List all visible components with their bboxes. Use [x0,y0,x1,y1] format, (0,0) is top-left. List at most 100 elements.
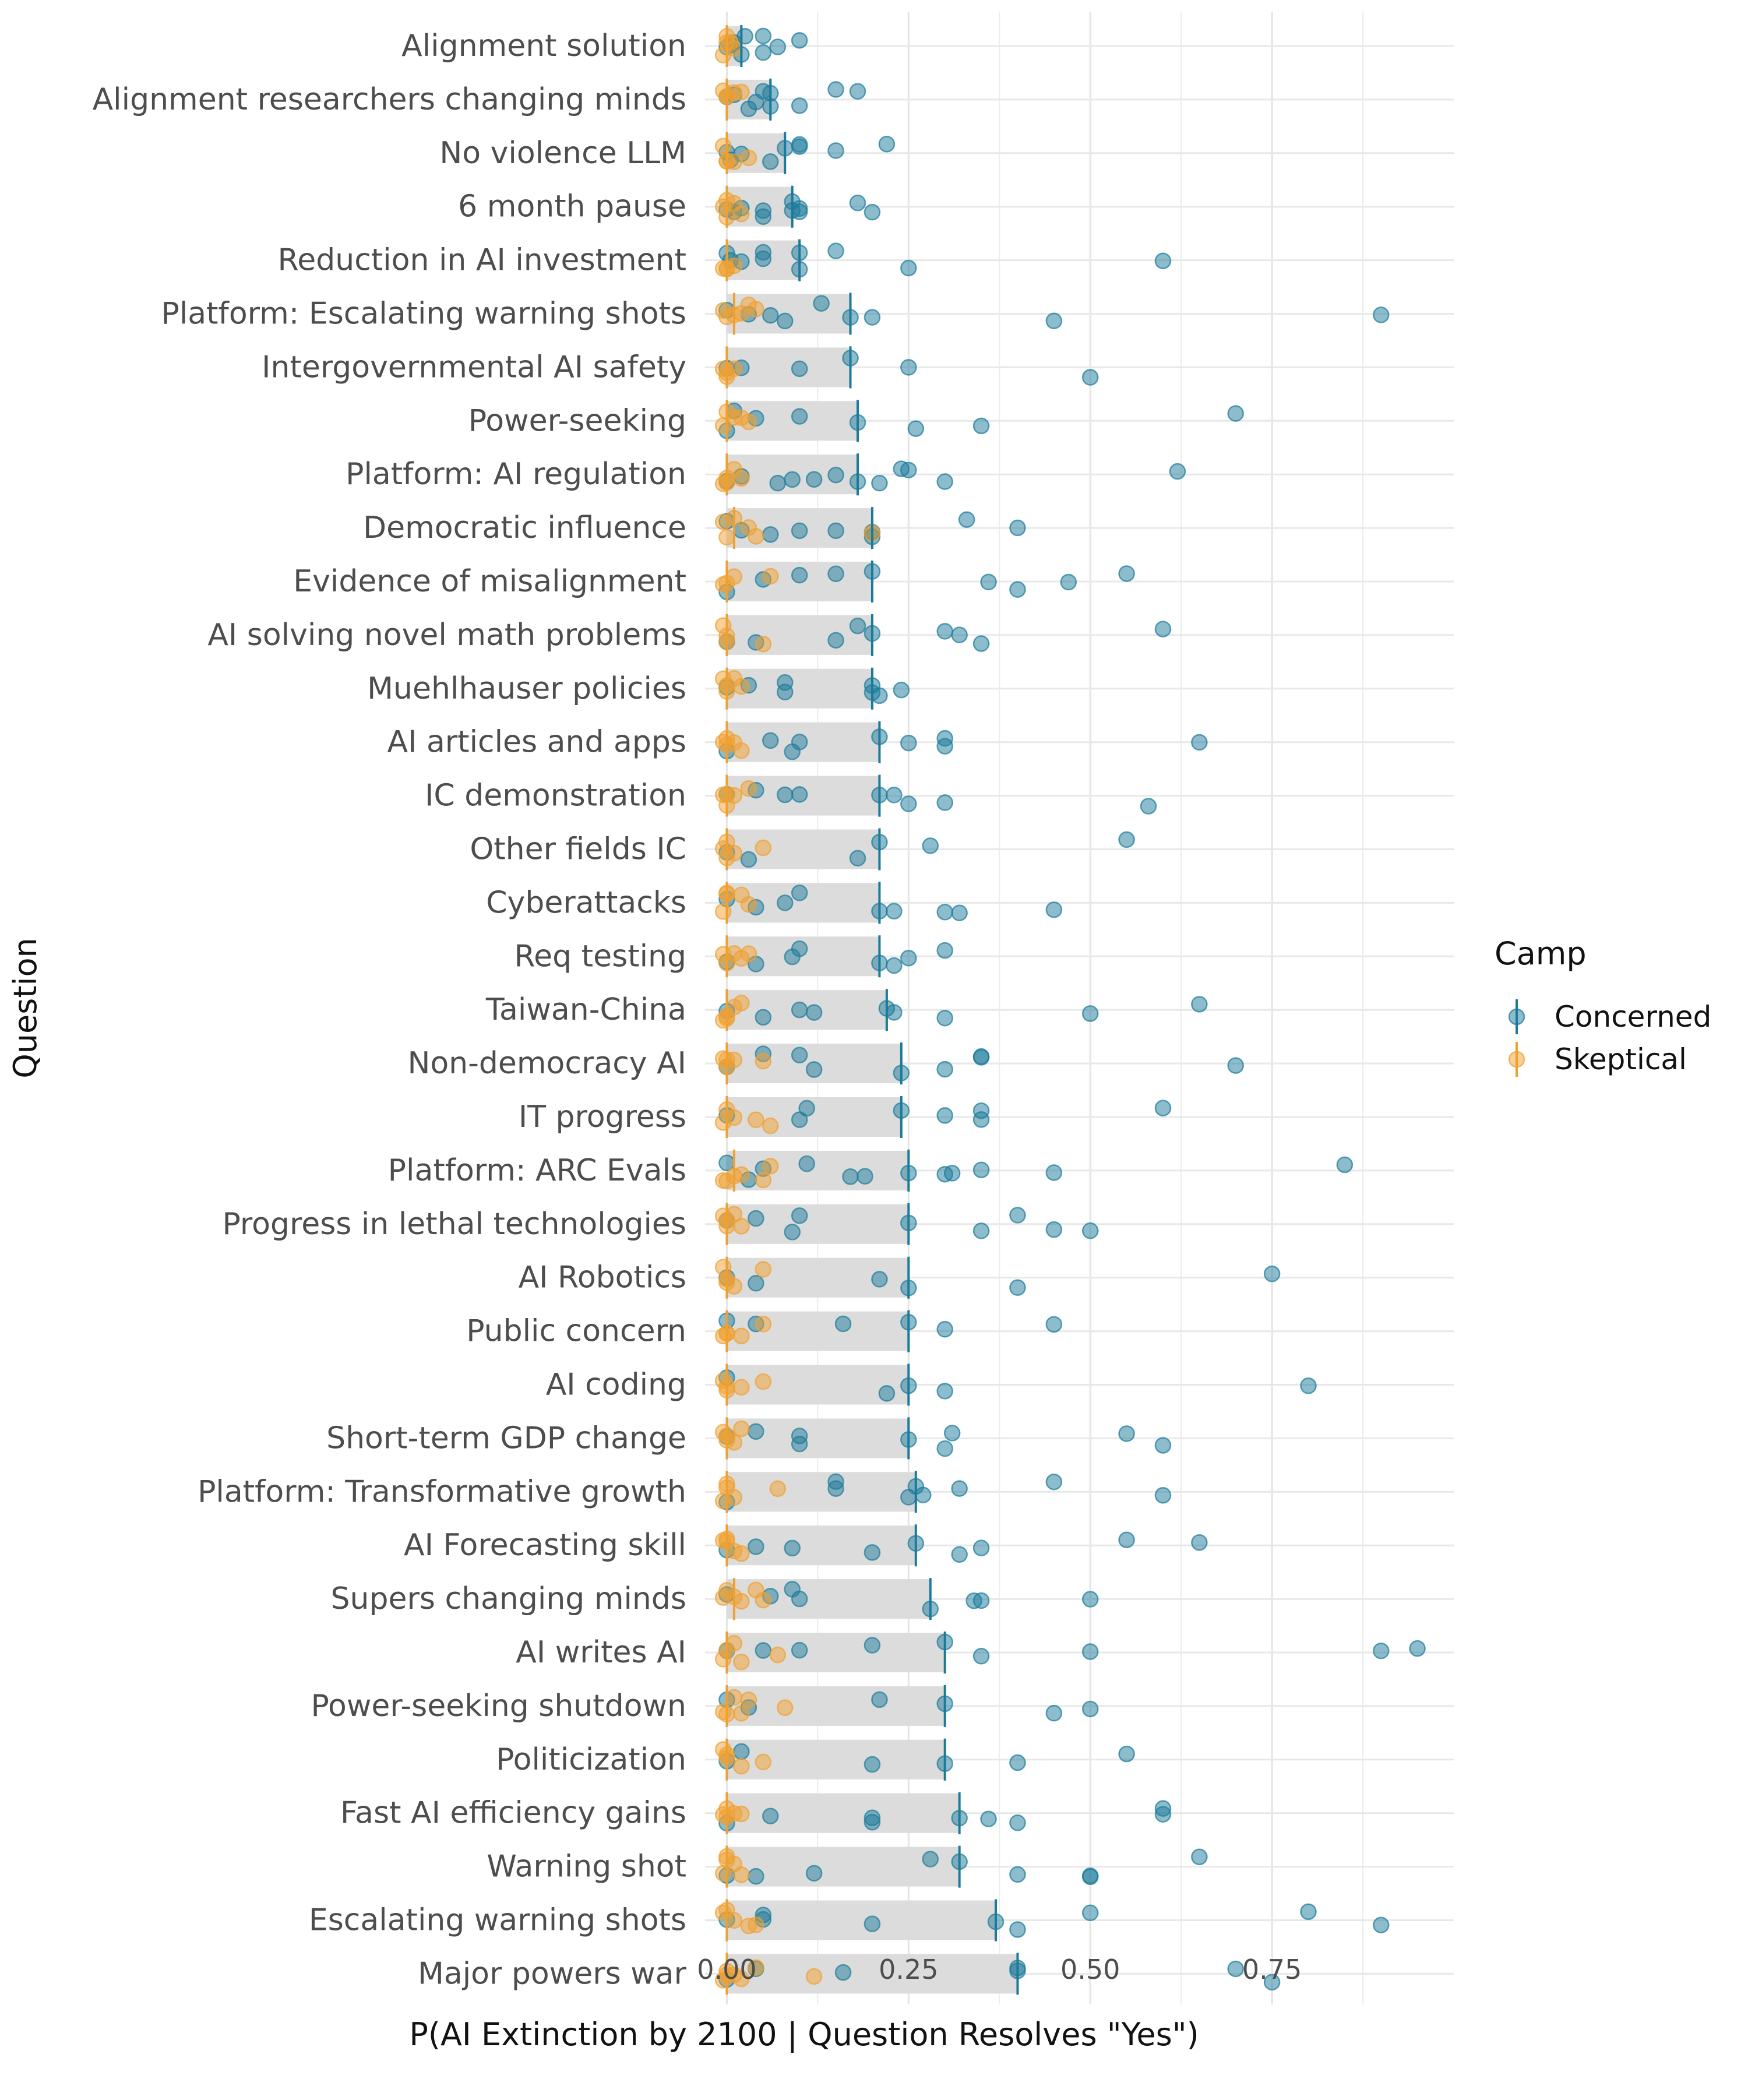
skeptical-point [776,1699,794,1717]
concerned-point [1227,405,1244,422]
concerned-point [980,1810,997,1827]
concerned-point [791,136,808,153]
concerned-point [1336,1156,1354,1174]
skeptical-point [755,1171,772,1189]
skeptical-point [740,780,757,797]
y-tick-label: Req testing [514,939,686,974]
x-axis-title: P(AI Extinction by 2100 | Question Resol… [409,2016,1199,2053]
concerned-point [827,81,844,98]
legend-key-point [1508,1051,1525,1068]
skeptical-point [733,1592,750,1610]
skeptical-point [740,945,757,962]
concerned-point [755,1009,772,1026]
skeptical-point [748,301,764,318]
concerned-point [972,1161,990,1179]
concerned-point [972,635,990,652]
concerned-point [740,851,757,868]
skeptical-point [769,1646,787,1664]
skeptical-point [762,1158,779,1175]
concerned-point [805,1061,823,1078]
skeptical-point [755,1316,772,1333]
concerned-point [733,1743,750,1760]
concerned-point [748,1423,764,1440]
concerned-point [1081,1222,1099,1239]
concerned-point [936,1440,953,1457]
concerned-point [1154,252,1172,269]
concerned-point [1081,1904,1099,1922]
legend-entry: Concerned [1508,999,1711,1034]
concerned-point [871,1271,888,1288]
skeptical-point [718,528,735,546]
concerned-point [1140,798,1157,815]
concerned-point [1191,996,1208,1013]
y-tick-label: Reduction in AI investment [278,243,687,278]
concerned-point [936,1321,953,1338]
skeptical-point [733,1757,750,1775]
concerned-point [762,153,779,170]
concerned-point [936,1383,953,1400]
y-tick-label: Cyberattacks [486,885,686,920]
skeptical-point [725,845,743,862]
concerned-point [1045,312,1063,329]
y-tick-label: Democratic influence [363,510,686,545]
legend: Camp Concerned Skeptical [1495,935,1711,1077]
concerned-point [951,1480,968,1497]
point-layer [714,27,1426,1991]
skeptical-point [748,528,764,545]
skeptical-point [740,896,757,913]
skeptical-point [769,1480,787,1498]
x-tick-label: 0.25 [879,1954,938,1985]
skeptical-point [733,1970,750,1988]
skeptical-point [733,995,750,1012]
concerned-point [936,904,953,921]
concerned-point [1409,1640,1426,1657]
concerned-point [1009,1207,1026,1224]
concerned-point [1009,581,1026,598]
concerned-point [936,794,953,811]
concerned-point [1191,734,1208,751]
concerned-point [972,1222,990,1239]
median-bar [727,1686,945,1726]
skeptical-point [733,1705,750,1722]
y-tick-label: Warning shot [487,1849,686,1884]
skeptical-point [725,1278,743,1295]
skeptical-point [748,1959,764,1976]
skeptical-point [725,153,743,170]
legend-title: Camp [1495,935,1587,972]
y-tick-label: AI Forecasting skill [404,1528,686,1563]
concerned-point [791,885,808,901]
skeptical-point [733,742,750,759]
skeptical-point [755,1373,772,1390]
concerned-point [1191,1848,1208,1866]
skeptical-point [725,568,743,585]
median-bar [727,1900,996,1940]
legend-entries: Concerned Skeptical [1508,999,1711,1077]
concerned-point [886,787,903,804]
concerned-point [1300,1377,1317,1394]
concerned-point [1263,1265,1281,1282]
y-tick-label: Public concern [466,1314,686,1349]
concerned-point [900,359,917,376]
skeptical-point [725,1634,743,1652]
concerned-point [980,573,997,591]
concerned-point [951,904,968,922]
skeptical-point [733,470,750,487]
skeptical-point [725,257,743,274]
skeptical-point [733,1420,750,1437]
median-bar [727,1954,1018,1994]
skeptical-point [748,1111,764,1129]
skeptical-point [725,1689,743,1706]
y-tick-label: Power-seeking [468,403,686,438]
skeptical-point [733,83,750,101]
median-bar [727,1847,960,1887]
concerned-point [827,242,844,259]
y-tick-label: AI coding [546,1368,686,1403]
skeptical-point [725,1109,743,1126]
concerned-point [936,1165,953,1183]
concerned-point [878,135,896,153]
x-tick-label: 0.75 [1242,1954,1302,1985]
x-tick-label: 0.00 [697,1954,756,1985]
concerned-point [936,623,953,640]
concerned-point [769,38,787,55]
